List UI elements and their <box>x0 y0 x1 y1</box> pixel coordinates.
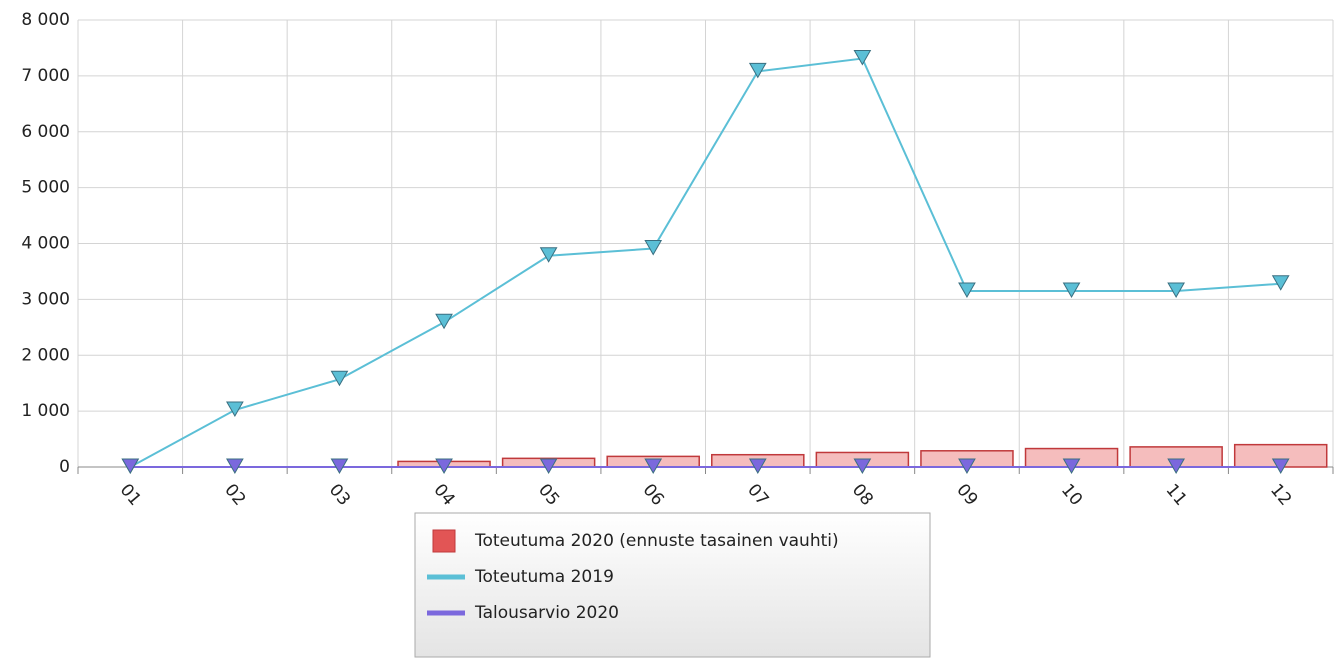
marker <box>539 458 558 475</box>
x-tick-label: 02 <box>220 480 249 509</box>
legend-swatch <box>432 529 456 553</box>
legend-label: Talousarvio 2020 <box>474 603 619 623</box>
x-tick-label: 04 <box>429 480 458 509</box>
marker <box>958 282 976 299</box>
marker <box>226 458 244 475</box>
x-tick-label: 01 <box>116 480 145 509</box>
line <box>129 57 1281 468</box>
marker <box>748 458 767 475</box>
x-tick-label: 08 <box>848 480 877 509</box>
marker <box>330 458 349 475</box>
marker <box>644 458 663 475</box>
legend-label: Toteutuma 2019 <box>474 567 614 587</box>
marker <box>748 62 767 79</box>
marker <box>330 370 349 387</box>
marker <box>1167 282 1185 299</box>
y-tick-label: 1 000 <box>21 401 70 421</box>
marker <box>1062 458 1081 475</box>
x-tick-label: 07 <box>743 480 772 509</box>
y-tick-label: 6 000 <box>21 122 70 142</box>
y-tick-label: 5 000 <box>21 178 70 198</box>
x-tick-label: 11 <box>1162 480 1191 509</box>
legend-label: Toteutuma 2020 (ennuste tasainen vauhti) <box>474 531 839 551</box>
marker <box>958 458 976 475</box>
y-tick-label: 7 000 <box>21 66 70 86</box>
marker <box>853 458 872 475</box>
x-tick-label: 09 <box>952 480 981 509</box>
marker <box>1062 282 1081 299</box>
marker <box>121 458 140 475</box>
marker <box>435 458 453 475</box>
marker <box>539 247 558 263</box>
y-tick-label: 2 000 <box>21 345 70 365</box>
marker <box>853 50 872 66</box>
x-tick-label: 03 <box>325 480 354 509</box>
marker <box>226 401 244 418</box>
x-tick-label: 10 <box>1057 480 1086 509</box>
x-tick-label: 12 <box>1266 480 1295 509</box>
marker <box>644 240 663 256</box>
legend-box <box>414 512 931 658</box>
marker <box>435 313 453 330</box>
marker <box>1271 275 1290 291</box>
marker <box>1271 458 1290 475</box>
marker <box>1167 458 1185 475</box>
x-tick-label: 06 <box>639 480 668 509</box>
y-tick-label: 8 000 <box>21 10 70 30</box>
x-tick-label: 05 <box>534 480 563 509</box>
y-tick-label: 4 000 <box>21 234 70 254</box>
y-tick-label: 0 <box>59 457 70 477</box>
y-tick-label: 3 000 <box>21 289 70 309</box>
